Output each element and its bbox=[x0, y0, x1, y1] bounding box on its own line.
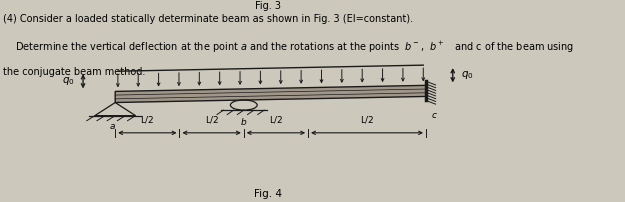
Text: $q_0$: $q_0$ bbox=[62, 75, 75, 87]
Text: L/2: L/2 bbox=[141, 116, 154, 125]
Text: L/2: L/2 bbox=[360, 116, 374, 125]
Text: Fig. 4: Fig. 4 bbox=[254, 189, 282, 199]
Text: $b$: $b$ bbox=[240, 116, 248, 127]
Text: (4) Consider a loaded statically determinate beam as shown in Fig. 3 (EI=constan: (4) Consider a loaded statically determi… bbox=[2, 14, 412, 24]
Text: L/2: L/2 bbox=[269, 116, 282, 125]
Text: Determine the vertical deflection at the point $a$ and the rotations at the poin: Determine the vertical deflection at the… bbox=[2, 40, 574, 56]
Text: $a$: $a$ bbox=[109, 122, 116, 131]
Text: L/2: L/2 bbox=[205, 116, 219, 125]
Text: the conjugate beam method.: the conjugate beam method. bbox=[2, 67, 145, 77]
Text: $c$: $c$ bbox=[431, 110, 438, 120]
Polygon shape bbox=[115, 85, 426, 103]
Text: $q_0$: $q_0$ bbox=[461, 69, 474, 81]
Text: Fig. 3: Fig. 3 bbox=[255, 1, 281, 11]
